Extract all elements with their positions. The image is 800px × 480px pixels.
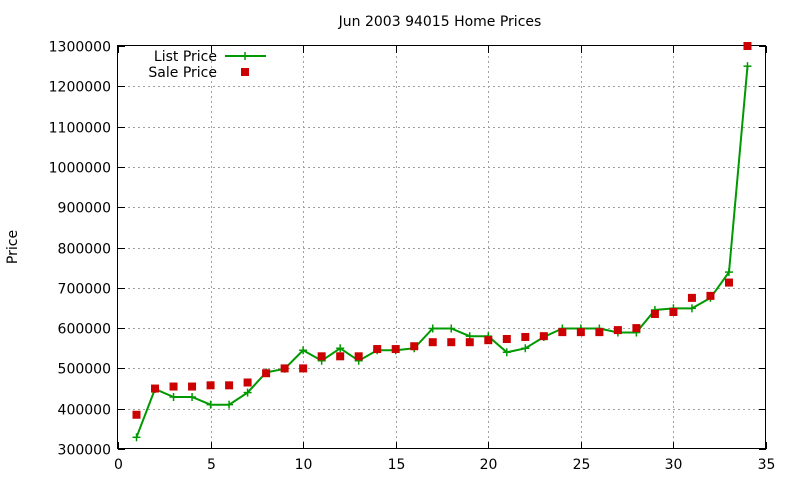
list-price-point (225, 400, 234, 409)
sale-price-point (225, 381, 234, 390)
sale-price-point (521, 332, 530, 341)
sale-price-point (317, 352, 326, 361)
sale-price-point (241, 68, 249, 76)
y-tick-label: 300000 (58, 443, 111, 459)
series-layer (132, 42, 752, 442)
y-axis-label: Price (5, 230, 21, 264)
sale-price-point (558, 328, 567, 337)
sale-price-point (465, 338, 474, 347)
sale-price-point (447, 338, 456, 347)
sale-price-point (687, 293, 696, 302)
x-tick-label: 10 (295, 457, 313, 473)
sale-price-point (206, 381, 215, 390)
sale-price-point (539, 332, 548, 341)
axis-ticks: 300000 400000 500000 600000 700000 800000 9000… (49, 40, 776, 474)
list-price-point (336, 344, 345, 353)
sale-price-point (299, 364, 308, 373)
sale-price-point (724, 278, 733, 287)
y-tick-label: 500000 (58, 362, 111, 378)
sale-price-point (706, 291, 715, 300)
list-price-point (428, 324, 437, 333)
chart-title: Jun 2003 94015 Home Prices (338, 14, 542, 30)
sale-price-point (243, 378, 252, 387)
sale-price-point (336, 352, 345, 361)
sale-price-point (410, 342, 419, 351)
x-tick-label: 0 (114, 457, 123, 473)
list-price-point (188, 393, 197, 402)
y-tick-label: 1100000 (49, 121, 111, 137)
sale-price-point (743, 42, 752, 50)
legend-sale-price-label: Sale Price (148, 65, 217, 81)
sale-price-point (169, 382, 178, 391)
legend-list-price-label: List Price (154, 49, 217, 65)
list-price-point (241, 52, 249, 60)
sale-price-series (132, 42, 752, 419)
x-tick-label: 35 (758, 457, 776, 473)
sale-price-point (484, 336, 493, 345)
list-price-point (447, 324, 456, 333)
grid-lines (118, 46, 766, 449)
sale-price-point (132, 410, 141, 419)
sale-price-point (188, 382, 197, 391)
list-price-point (743, 62, 752, 71)
y-tick-label: 400000 (58, 403, 111, 419)
x-tick-label: 20 (480, 457, 498, 473)
sale-price-point (595, 328, 604, 337)
sale-price-point (632, 324, 641, 333)
list-price-line (135, 66, 749, 438)
x-tick-label: 30 (665, 457, 683, 473)
sale-price-point (391, 345, 400, 354)
y-tick-label: 700000 (58, 282, 111, 298)
sale-price-point (151, 384, 160, 393)
y-tick-label: 1000000 (49, 161, 111, 177)
plot-frame (117, 45, 766, 449)
list-price-point (206, 400, 215, 409)
y-tick-label: 600000 (58, 322, 111, 338)
y-tick-label: 800000 (58, 242, 111, 258)
sale-price-point (262, 369, 271, 378)
list-price-point (687, 304, 696, 313)
y-tick-label: 1300000 (49, 40, 111, 56)
x-tick-label: 15 (388, 457, 406, 473)
list-price-point (299, 346, 308, 355)
list-price-point (502, 348, 511, 357)
sale-price-point (669, 307, 678, 316)
y-tick-label: 1200000 (49, 80, 111, 96)
list-price-point (169, 393, 178, 402)
sale-price-point (576, 328, 585, 337)
sale-price-point (613, 326, 622, 335)
sale-price-point (428, 338, 437, 347)
list-price-point (243, 388, 252, 397)
sale-price-point (373, 345, 382, 354)
x-tick-label: 5 (207, 457, 216, 473)
x-tick-label: 25 (573, 457, 591, 473)
sale-price-point (650, 309, 659, 318)
sale-price-point (280, 364, 289, 373)
list-price-point (521, 344, 530, 353)
list-price-point (724, 268, 733, 277)
list-price-point (132, 433, 141, 442)
y-tick-label: 900000 (58, 201, 111, 217)
sale-price-point (354, 352, 363, 361)
sale-price-point (502, 334, 511, 343)
